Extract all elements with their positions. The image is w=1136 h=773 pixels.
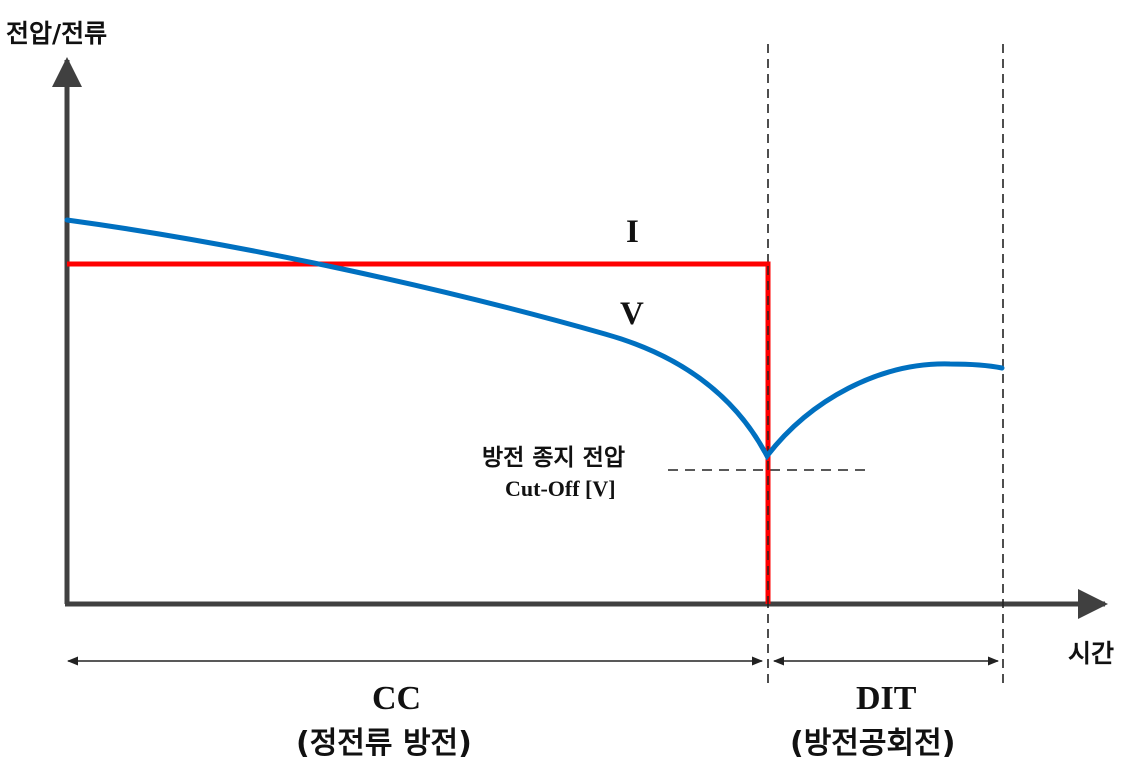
current-curve bbox=[67, 261, 771, 604]
cc-desc: (정전류 방전) bbox=[296, 726, 472, 761]
cutoff-label-kr: 방전 종지 전압 bbox=[482, 445, 625, 471]
y-axis-label: 전압/전류 bbox=[6, 19, 108, 48]
x-axis-label: 시간 bbox=[1068, 639, 1115, 668]
voltage-curve bbox=[64, 217, 1005, 461]
current-label: I bbox=[626, 214, 639, 250]
cutoff-label-en: Cut-Off [V] bbox=[505, 476, 616, 501]
dit-label: DIT bbox=[856, 680, 917, 717]
cc-label: CC bbox=[372, 680, 422, 717]
voltage-label: V bbox=[620, 296, 644, 332]
dit-desc: (방전공회전) bbox=[790, 726, 956, 761]
